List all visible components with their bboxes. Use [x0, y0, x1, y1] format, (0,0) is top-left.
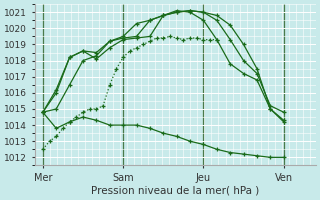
X-axis label: Pression niveau de la mer( hPa ): Pression niveau de la mer( hPa ) — [91, 186, 260, 196]
